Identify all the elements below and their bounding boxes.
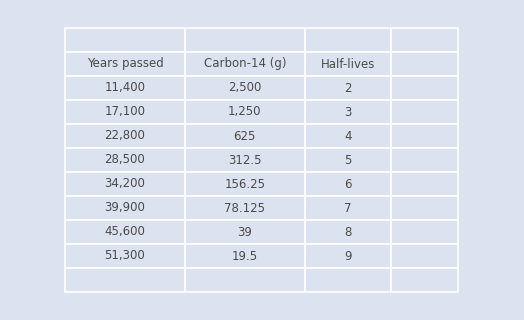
Bar xyxy=(185,52,305,76)
Bar xyxy=(65,172,185,196)
Bar xyxy=(65,28,185,52)
Text: 7: 7 xyxy=(344,202,352,214)
Bar xyxy=(391,268,458,292)
Bar xyxy=(391,28,458,52)
Bar xyxy=(185,172,305,196)
Text: 11,400: 11,400 xyxy=(104,82,146,94)
Text: 17,100: 17,100 xyxy=(104,106,146,118)
Bar xyxy=(65,76,185,100)
Text: Carbon-14 (g): Carbon-14 (g) xyxy=(203,58,286,70)
Text: 2,500: 2,500 xyxy=(228,82,261,94)
Bar xyxy=(305,148,391,172)
Bar xyxy=(391,76,458,100)
Bar xyxy=(305,76,391,100)
Text: 3: 3 xyxy=(344,106,352,118)
Bar xyxy=(305,220,391,244)
Bar xyxy=(65,220,185,244)
Bar xyxy=(305,28,391,52)
Bar xyxy=(391,172,458,196)
Bar xyxy=(391,148,458,172)
Bar xyxy=(65,244,185,268)
Text: 8: 8 xyxy=(344,226,352,238)
Text: 6: 6 xyxy=(344,178,352,190)
Bar xyxy=(185,196,305,220)
Text: 51,300: 51,300 xyxy=(105,250,145,262)
Bar xyxy=(185,124,305,148)
Text: 625: 625 xyxy=(234,130,256,142)
Bar xyxy=(391,244,458,268)
Text: 312.5: 312.5 xyxy=(228,154,261,166)
Bar xyxy=(305,172,391,196)
Bar xyxy=(65,124,185,148)
Text: 9: 9 xyxy=(344,250,352,262)
Text: 22,800: 22,800 xyxy=(104,130,145,142)
Bar xyxy=(65,268,185,292)
Text: 2: 2 xyxy=(344,82,352,94)
Bar xyxy=(391,220,458,244)
Text: 4: 4 xyxy=(344,130,352,142)
Bar xyxy=(65,148,185,172)
Bar xyxy=(391,124,458,148)
Bar xyxy=(185,220,305,244)
Bar xyxy=(65,52,185,76)
Bar xyxy=(185,268,305,292)
Text: 28,500: 28,500 xyxy=(105,154,145,166)
Text: Years passed: Years passed xyxy=(86,58,163,70)
Bar xyxy=(305,124,391,148)
Bar xyxy=(391,52,458,76)
Text: 19.5: 19.5 xyxy=(232,250,258,262)
Bar xyxy=(305,244,391,268)
Bar xyxy=(185,148,305,172)
Text: 1,250: 1,250 xyxy=(228,106,261,118)
Bar xyxy=(65,100,185,124)
Bar xyxy=(65,196,185,220)
Text: 34,200: 34,200 xyxy=(104,178,145,190)
Bar xyxy=(305,100,391,124)
Bar xyxy=(185,100,305,124)
Text: 156.25: 156.25 xyxy=(224,178,265,190)
Bar xyxy=(185,28,305,52)
Bar xyxy=(305,52,391,76)
Bar xyxy=(185,244,305,268)
Bar xyxy=(305,268,391,292)
Bar xyxy=(185,76,305,100)
Text: 45,600: 45,600 xyxy=(104,226,145,238)
Text: 78.125: 78.125 xyxy=(224,202,265,214)
Text: Half-lives: Half-lives xyxy=(321,58,375,70)
Text: 39,900: 39,900 xyxy=(104,202,145,214)
Bar xyxy=(391,100,458,124)
Bar xyxy=(391,196,458,220)
Text: 39: 39 xyxy=(237,226,252,238)
Text: 5: 5 xyxy=(344,154,352,166)
Bar xyxy=(305,196,391,220)
